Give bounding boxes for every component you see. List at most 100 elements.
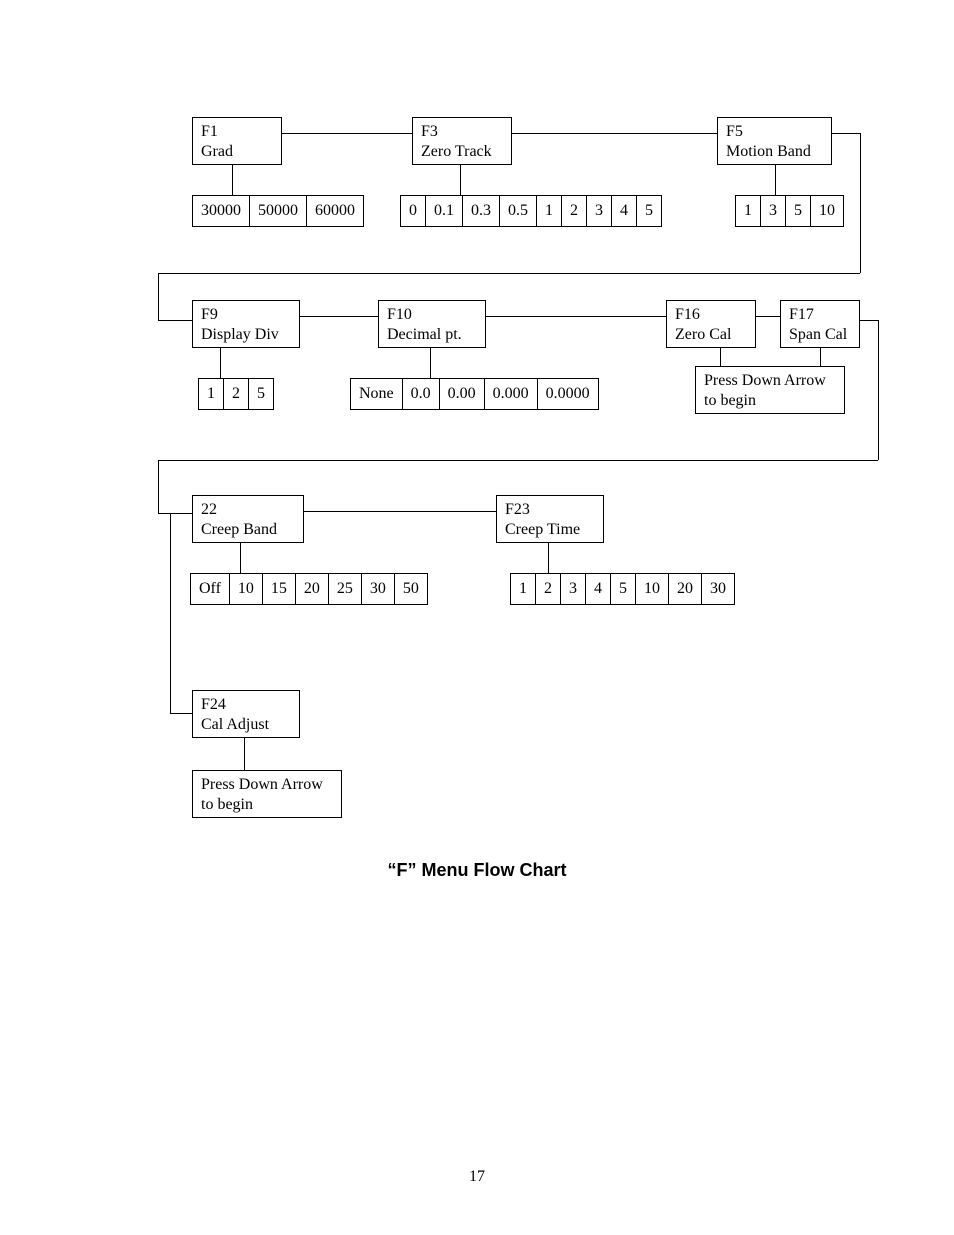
node-f23: F23 Creep Time (496, 495, 604, 543)
connector (300, 316, 378, 317)
option-cell: 0.000 (485, 378, 538, 410)
action-f24: Press Down Arrow to begin (192, 770, 342, 818)
node-code: F9 (201, 305, 291, 325)
connector (720, 348, 721, 366)
node-f24: F24 Cal Adjust (192, 690, 300, 738)
node-label: Motion Band (726, 142, 823, 162)
node-f5: F5 Motion Band (717, 117, 832, 165)
option-cell: 1 (198, 378, 224, 410)
connector (860, 133, 861, 273)
option-cell: 0.00 (440, 378, 485, 410)
connector (244, 738, 245, 770)
connector (158, 513, 192, 514)
node-f3: F3 Zero Track (412, 117, 512, 165)
option-cell: 10 (811, 195, 844, 227)
node-code: F3 (421, 122, 503, 142)
connector (460, 165, 461, 195)
node-f1: F1 Grad (192, 117, 282, 165)
connector (158, 460, 159, 513)
connector (548, 543, 549, 573)
connector (158, 320, 192, 321)
option-cell: 50 (395, 573, 428, 605)
node-code: F16 (675, 305, 747, 325)
connector (832, 133, 860, 134)
option-cell: 30 (362, 573, 395, 605)
connector (282, 133, 412, 134)
connector (240, 543, 241, 573)
node-f22: 22 Creep Band (192, 495, 304, 543)
node-code: F1 (201, 122, 273, 142)
node-label: Creep Time (505, 520, 595, 540)
connector (878, 320, 879, 460)
option-cell: 0.0000 (538, 378, 599, 410)
option-cell: 0.1 (426, 195, 463, 227)
option-cell: 30 (702, 573, 735, 605)
option-cell: 4 (586, 573, 611, 605)
connector (220, 348, 221, 378)
options-f10: None0.00.000.0000.0000 (350, 378, 599, 410)
node-label: Cal Adjust (201, 715, 291, 735)
node-label: Creep Band (201, 520, 295, 540)
page-title: “F” Menu Flow Chart (0, 860, 954, 881)
action-f16-f17: Press Down Arrow to begin (695, 366, 845, 414)
option-cell: 2 (536, 573, 561, 605)
option-cell: 20 (296, 573, 329, 605)
option-cell: 0.0 (403, 378, 440, 410)
node-code: F23 (505, 500, 595, 520)
connector (756, 316, 780, 317)
option-cell: 3 (761, 195, 786, 227)
option-cell: 10 (636, 573, 669, 605)
node-code: F24 (201, 695, 291, 715)
option-cell: 20 (669, 573, 702, 605)
connector (775, 165, 776, 195)
option-cell: 3 (587, 195, 612, 227)
option-cell: 2 (562, 195, 587, 227)
connector (158, 273, 860, 274)
node-code: F5 (726, 122, 823, 142)
option-cell: 1 (537, 195, 562, 227)
node-label: Span Cal (789, 325, 851, 345)
node-f9: F9 Display Div (192, 300, 300, 348)
connector (170, 513, 171, 713)
node-f17: F17 Span Cal (780, 300, 860, 348)
connector (512, 133, 717, 134)
option-cell: 0.3 (463, 195, 500, 227)
option-cell: 5 (637, 195, 662, 227)
option-cell: 10 (230, 573, 263, 605)
node-code: F17 (789, 305, 851, 325)
page-number: 17 (0, 1168, 954, 1186)
option-cell: 0 (400, 195, 426, 227)
option-cell: 3 (561, 573, 586, 605)
option-cell: 60000 (307, 195, 364, 227)
option-cell: 5 (786, 195, 811, 227)
option-cell: 5 (611, 573, 636, 605)
option-cell: 5 (249, 378, 274, 410)
option-cell: 50000 (250, 195, 307, 227)
connector (304, 511, 496, 512)
option-cell: None (350, 378, 403, 410)
option-cell: 2 (224, 378, 249, 410)
option-cell: 1 (510, 573, 536, 605)
node-label: Grad (201, 142, 273, 162)
node-label: Display Div (201, 325, 291, 345)
connector (158, 273, 159, 320)
connector (860, 320, 878, 321)
connector (820, 348, 821, 366)
options-f22: Off101520253050 (190, 573, 428, 605)
node-f16: F16 Zero Cal (666, 300, 756, 348)
option-cell: 1 (735, 195, 761, 227)
connector (486, 316, 666, 317)
node-label: Zero Track (421, 142, 503, 162)
options-f3: 00.10.30.512345 (400, 195, 662, 227)
option-cell: 4 (612, 195, 637, 227)
action-text: Press Down Arrow to begin (201, 775, 333, 815)
connector (158, 460, 878, 461)
node-code: F10 (387, 305, 477, 325)
node-label: Decimal pt. (387, 325, 477, 345)
options-f23: 12345102030 (510, 573, 735, 605)
node-label: Zero Cal (675, 325, 747, 345)
options-f5: 13510 (735, 195, 844, 227)
node-f10: F10 Decimal pt. (378, 300, 486, 348)
action-text: Press Down Arrow to begin (704, 371, 836, 411)
option-cell: 25 (329, 573, 362, 605)
